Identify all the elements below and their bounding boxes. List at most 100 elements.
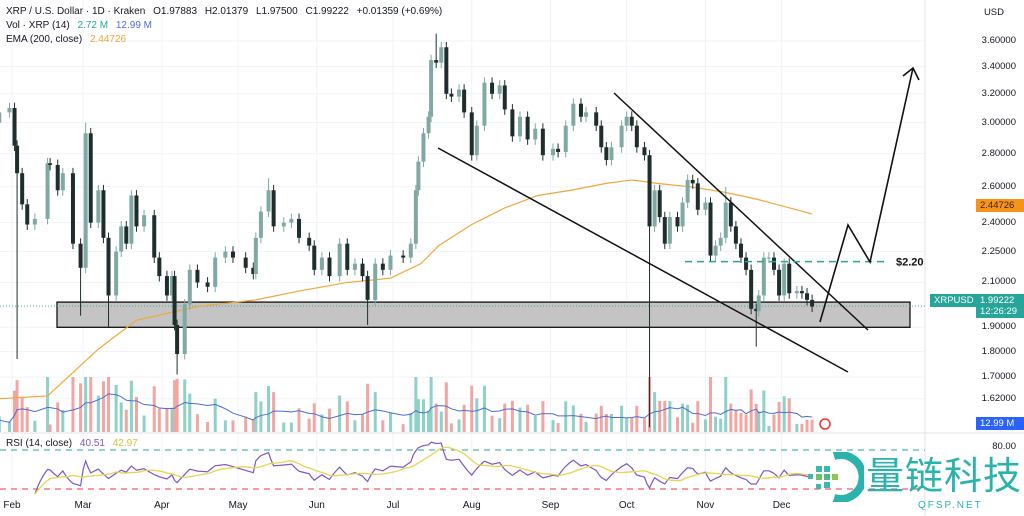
candle-body	[728, 202, 733, 227]
volume-bar	[320, 414, 324, 432]
candle-body	[439, 47, 444, 63]
volume-bar	[724, 377, 728, 432]
candle-body	[416, 161, 421, 191]
month-label: Oct	[618, 500, 635, 511]
rsi-legend[interactable]: RSI (14, close) 40.51 42.97	[6, 438, 143, 450]
candle-body	[457, 89, 462, 97]
candle-body	[45, 163, 50, 219]
volume-bar	[498, 418, 502, 432]
ohlc-open: O1.97883	[153, 6, 198, 17]
volume-bar	[124, 409, 128, 432]
candle-body	[157, 257, 162, 277]
price-tick: 3.00000	[981, 116, 1016, 128]
trendline-lower	[437, 147, 849, 373]
volume-bar	[71, 377, 75, 432]
candle-body	[584, 112, 589, 117]
volume-bar	[361, 414, 365, 432]
candle-body	[619, 125, 624, 148]
watermark-text: 量链科技	[866, 454, 1023, 498]
volume-bar	[625, 417, 629, 432]
volume-bar	[272, 392, 276, 432]
candle-body	[510, 109, 515, 137]
price-tick: 2.40000	[981, 216, 1016, 228]
volume-bar	[444, 382, 448, 432]
volume-bar	[805, 419, 809, 432]
volume-bar	[719, 418, 723, 432]
volume-bar	[307, 418, 311, 432]
month-label: Mar	[74, 500, 92, 511]
volume-bar	[388, 412, 392, 432]
volume-bar	[782, 396, 786, 432]
ema-legend[interactable]: EMA (200, close) 2.44726	[6, 34, 131, 46]
month-label: Nov	[696, 500, 715, 511]
volume-bar	[439, 411, 443, 432]
candle-body	[761, 257, 766, 296]
candle-body	[380, 263, 385, 270]
volume-bar	[195, 414, 199, 432]
volume-bar	[429, 377, 433, 432]
month-label: Sep	[541, 500, 560, 511]
volume-bar	[767, 426, 771, 432]
volume-bar	[89, 377, 93, 432]
volume-bar	[795, 423, 799, 432]
last-price: 1.99222	[980, 295, 1015, 306]
candle-body	[474, 125, 479, 156]
volume-bar	[353, 420, 357, 432]
candle-body	[421, 133, 426, 162]
currency-label[interactable]: USD	[983, 7, 1004, 18]
candle-body	[718, 237, 723, 246]
volume-bar	[503, 403, 507, 432]
volume-bar	[119, 402, 123, 432]
candle-body	[175, 324, 180, 355]
price-tick: 3.20000	[981, 87, 1016, 99]
volume-bar	[729, 403, 733, 432]
candle-body	[525, 116, 530, 140]
volume-bar	[757, 411, 761, 432]
volume-bar	[681, 403, 685, 432]
candle-body	[624, 116, 629, 126]
volume-bar	[556, 423, 560, 432]
candle-body	[48, 163, 53, 165]
candle-body	[462, 89, 467, 113]
volume-bar	[142, 415, 146, 432]
volume-bar	[564, 401, 568, 432]
watermark-logo-icon	[808, 452, 864, 502]
price-tick: 3.60000	[981, 35, 1016, 46]
trendline-upper	[613, 92, 869, 331]
candle-body	[253, 237, 258, 275]
candle-body	[25, 204, 30, 225]
volume-bar	[134, 397, 138, 432]
candle-body	[642, 147, 647, 156]
candle-body	[738, 243, 743, 258]
candle-body	[578, 103, 583, 117]
candle-body	[312, 245, 317, 270]
rsi-value: 40.51	[79, 438, 105, 449]
volume-bar	[490, 415, 494, 432]
symbol-title[interactable]: XRP / U.S. Dollar · 1D · Kraken	[6, 6, 146, 17]
volume-bar	[84, 377, 88, 432]
candle-body	[83, 133, 88, 268]
volume-legend[interactable]: Vol · XRP (14) 2.72 M 12.99 M	[6, 20, 157, 32]
candle-body	[634, 125, 639, 148]
volume-bar	[175, 378, 179, 432]
volume-bar	[312, 403, 316, 432]
candle-body	[124, 226, 129, 244]
candle-body	[690, 179, 695, 184]
volume-bar	[754, 403, 758, 432]
month-label: Aug	[462, 500, 481, 511]
candle-body	[345, 243, 350, 270]
candle-body	[266, 190, 271, 212]
volume-bar	[96, 395, 100, 432]
volume-bar	[541, 401, 545, 432]
candle-body	[142, 215, 147, 227]
price-tick: 1.90000	[981, 321, 1016, 333]
watermark-url: QFSP.NET	[918, 500, 983, 511]
volume-ma-line	[0, 393, 813, 423]
rsi-ma-line	[34, 446, 813, 495]
volume-bar	[345, 401, 349, 432]
volume-bar	[739, 412, 743, 432]
ohlc-high: H2.01379	[204, 6, 249, 17]
volume-bar	[381, 420, 385, 432]
volume-bar	[421, 399, 425, 432]
